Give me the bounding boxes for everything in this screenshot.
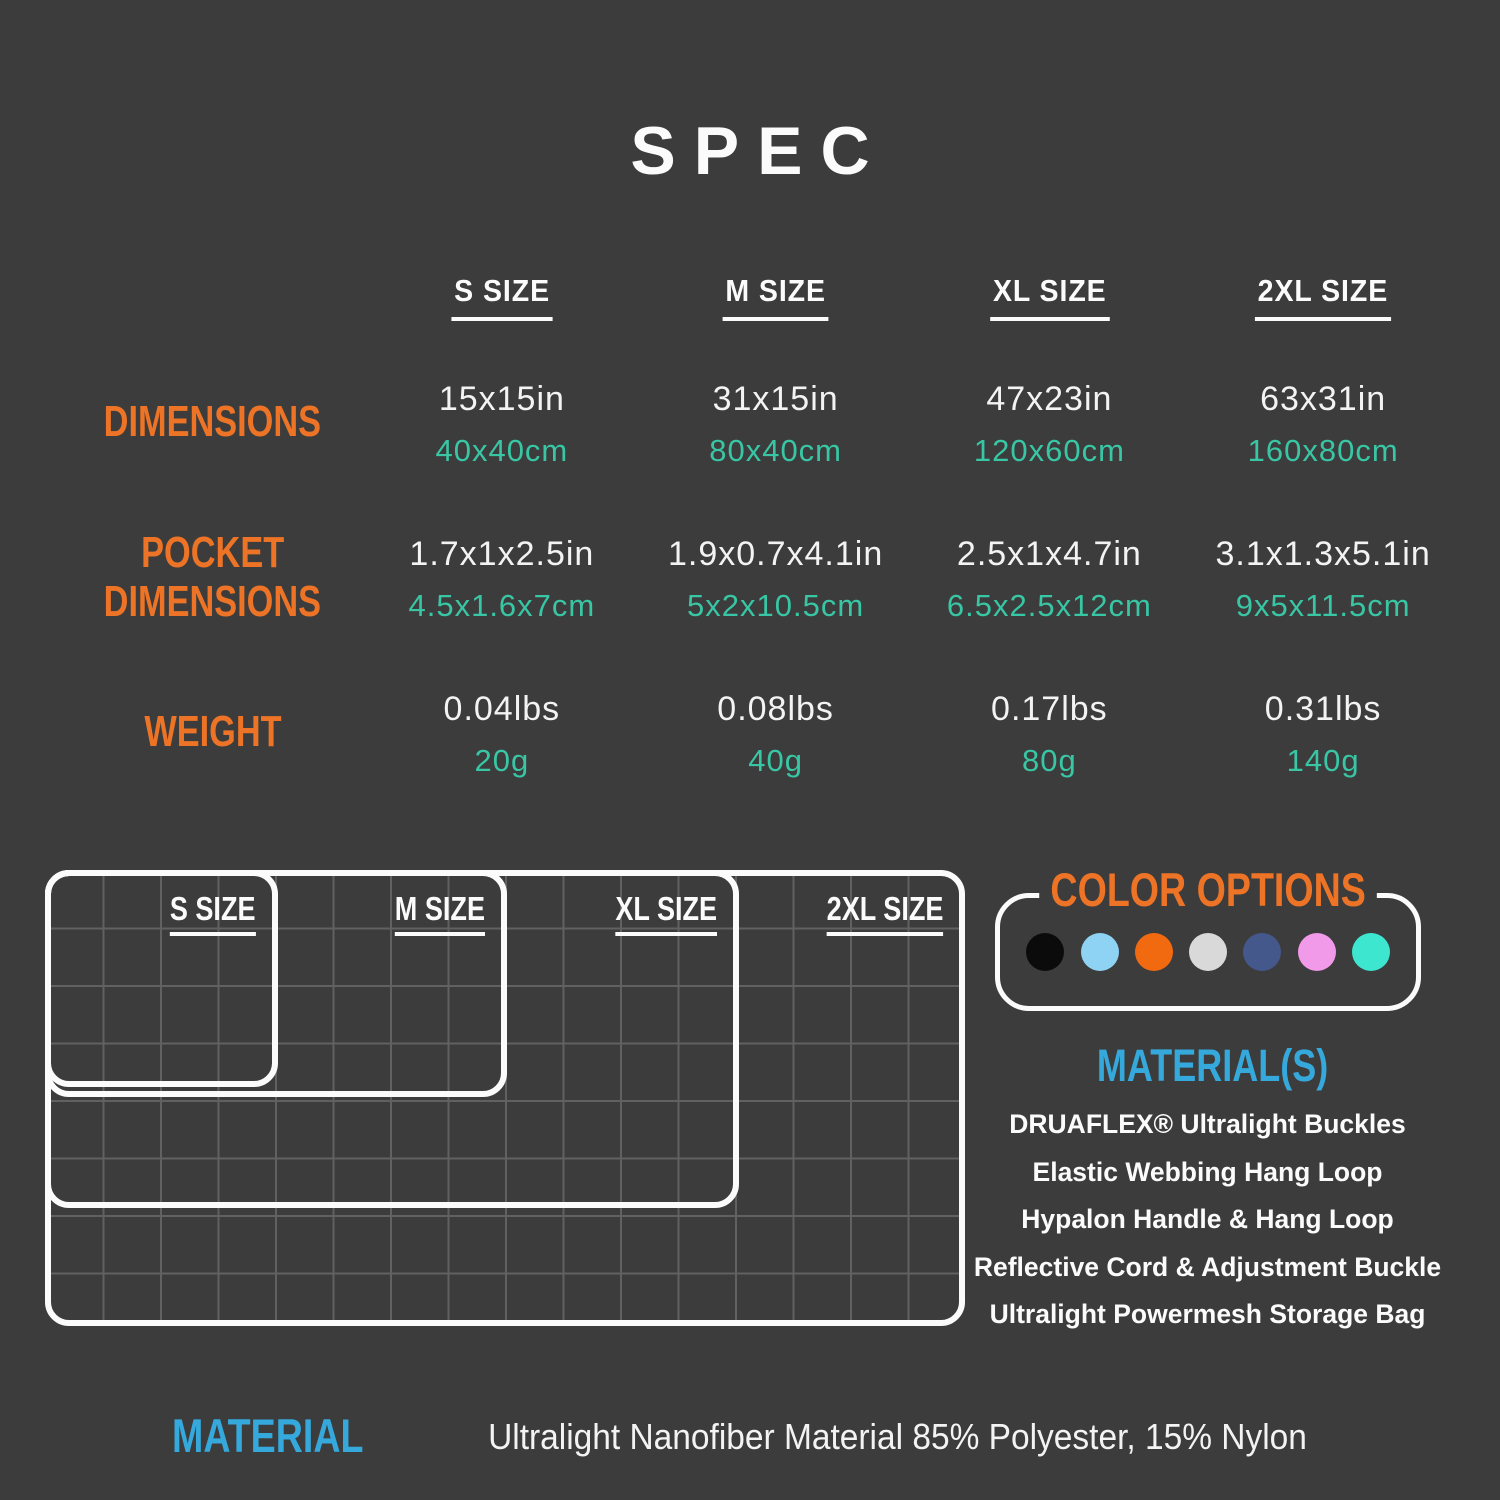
- spec-value-imperial: 15x15in: [438, 380, 565, 418]
- spec-value-metric: 20g: [474, 743, 530, 778]
- spec-value-imperial: 2.5x1x4.7in: [956, 535, 1142, 573]
- page-title: SPEC: [630, 113, 888, 189]
- spec-table-header-row: S SIZE M SIZE XL SIZE 2XL SIZE: [60, 273, 1460, 321]
- footer-material-label: MATERIAL: [172, 1409, 364, 1462]
- pocket-dimensions-xl: 2.5x1x4.7in 6.5x2.5x12cm: [913, 535, 1187, 624]
- row-label-dimensions: DIMENSIONS: [103, 397, 322, 447]
- spec-value-imperial: 31x15in: [712, 380, 839, 418]
- color-options-panel: [995, 893, 1421, 1011]
- spec-value-imperial: 3.1x1.3x5.1in: [1215, 535, 1431, 573]
- color-swatch-sky-blue: [1080, 933, 1119, 971]
- spec-value-metric: 6.5x2.5x12cm: [946, 588, 1152, 623]
- color-swatch-navy-blue: [1243, 933, 1282, 971]
- column-header-xl-size: XL SIZE: [913, 273, 1187, 321]
- spec-value-imperial: 0.31lbs: [1264, 690, 1382, 728]
- color-swatch-pink: [1297, 933, 1336, 971]
- spec-value-imperial: 1.7x1x2.5in: [409, 535, 595, 573]
- spec-value-metric: 160x80cm: [1247, 433, 1399, 468]
- spec-value-imperial: 47x23in: [986, 380, 1113, 418]
- spec-value-imperial: 0.08lbs: [717, 690, 834, 728]
- column-header-m-size: M SIZE: [639, 273, 913, 321]
- spec-value-imperial: 0.17lbs: [991, 690, 1108, 728]
- dimensions-s: 15x15in 40x40cm: [365, 380, 639, 469]
- spec-value-imperial: 1.9x0.7x4.1in: [667, 535, 884, 573]
- material-item: Hypalon Handle & Hang Loop: [1021, 1204, 1394, 1234]
- pocket-dimensions-m: 1.9x0.7x4.1in 5x2x10.5cm: [639, 535, 913, 624]
- column-header-s-size: S SIZE: [365, 273, 639, 321]
- material-item: Reflective Cord & Adjustment Buckle: [973, 1251, 1442, 1282]
- weight-xl: 0.17lbs 80g: [913, 690, 1187, 779]
- spec-value-metric: 140g: [1286, 743, 1360, 778]
- size-comparison-diagram: 2XL SIZE XL SIZE M SIZE S SIZE: [45, 870, 965, 1326]
- spec-value-imperial: 0.04lbs: [443, 690, 561, 728]
- spec-value-metric: 9x5x11.5cm: [1235, 588, 1411, 623]
- size-box-s: S SIZE: [45, 870, 278, 1087]
- color-options-title: COLOR OPTIONS: [995, 862, 1421, 917]
- spec-row-weight: WEIGHT 0.04lbs 20g 0.08lbs 40g 0.17lbs 8…: [60, 690, 1460, 778]
- pocket-dimensions-s: 1.7x1x2.5in 4.5x1.6x7cm: [365, 535, 639, 624]
- materials-list: DRUAFLEX® Ultralight Buckles Elastic Web…: [950, 1101, 1465, 1339]
- column-header-2xl-size: 2XL SIZE: [1186, 273, 1460, 321]
- spec-value-metric: 80x40cm: [709, 433, 843, 468]
- spec-row-pocket-dimensions: POCKET DIMENSIONS 1.7x1x2.5in 4.5x1.6x7c…: [60, 527, 1460, 626]
- spec-value-metric: 80g: [1022, 743, 1077, 778]
- material-item: Elastic Webbing Hang Loop: [1032, 1156, 1383, 1187]
- color-swatch-black: [1026, 933, 1065, 971]
- spec-value-metric: 40x40cm: [435, 433, 569, 468]
- dimensions-xl: 47x23in 120x60cm: [913, 380, 1187, 469]
- size-box-label-m: M SIZE: [394, 890, 485, 936]
- color-swatch-turquoise: [1351, 933, 1390, 971]
- weight-m: 0.08lbs 40g: [639, 690, 913, 779]
- size-box-label-s: S SIZE: [170, 890, 256, 936]
- row-label-weight: WEIGHT: [143, 707, 282, 757]
- pocket-dimensions-2xl: 3.1x1.3x5.1in 9x5x11.5cm: [1186, 535, 1460, 624]
- spec-row-dimensions: DIMENSIONS 15x15in 40x40cm 31x15in 80x40…: [60, 380, 1460, 468]
- color-swatch-light-gray: [1189, 933, 1227, 971]
- dimensions-m: 31x15in 80x40cm: [639, 380, 913, 469]
- weight-s: 0.04lbs 20g: [365, 690, 639, 779]
- color-swatch-orange: [1134, 933, 1173, 971]
- size-box-label-2xl: 2XL SIZE: [826, 890, 943, 936]
- dimensions-2xl: 63x31in 160x80cm: [1186, 380, 1460, 469]
- footer-material-value: Ultralight Nanofiber Material 85% Polyes…: [488, 1416, 1307, 1457]
- spec-value-metric: 5x2x10.5cm: [687, 588, 865, 623]
- spec-value-metric: 4.5x1.6x7cm: [408, 588, 596, 623]
- spec-value-imperial: 63x31in: [1260, 380, 1387, 418]
- weight-2xl: 0.31lbs 140g: [1186, 690, 1460, 779]
- spec-value-metric: 40g: [748, 743, 803, 778]
- material-item: DRUAFLEX® Ultralight Buckles: [1009, 1109, 1406, 1139]
- header-spacer: [60, 273, 365, 321]
- material-item: Ultralight Powermesh Storage Bag: [989, 1299, 1426, 1329]
- materials-title: MATERIAL(S): [1096, 1040, 1329, 1091]
- spec-value-metric: 120x60cm: [973, 433, 1125, 468]
- row-label-pocket-dimensions: POCKET DIMENSIONS: [103, 527, 322, 626]
- size-box-label-xl: XL SIZE: [615, 890, 717, 936]
